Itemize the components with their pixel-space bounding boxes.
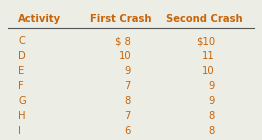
Text: $ 8: $ 8 xyxy=(115,36,131,46)
Text: I: I xyxy=(18,126,21,136)
Text: Second Crash: Second Crash xyxy=(166,14,243,24)
Text: D: D xyxy=(18,51,26,61)
Text: 6: 6 xyxy=(125,126,131,136)
Text: First Crash: First Crash xyxy=(90,14,151,24)
Text: Activity: Activity xyxy=(18,14,62,24)
Text: 7: 7 xyxy=(125,81,131,91)
Text: C: C xyxy=(18,36,25,46)
Text: 11: 11 xyxy=(202,51,215,61)
Text: G: G xyxy=(18,96,26,106)
Text: 8: 8 xyxy=(125,96,131,106)
Text: 8: 8 xyxy=(209,111,215,121)
Text: $10: $10 xyxy=(196,36,215,46)
Text: 8: 8 xyxy=(209,126,215,136)
Text: 9: 9 xyxy=(209,81,215,91)
Text: 7: 7 xyxy=(125,111,131,121)
Text: 10: 10 xyxy=(118,51,131,61)
Text: H: H xyxy=(18,111,26,121)
Text: 9: 9 xyxy=(125,66,131,76)
Text: 9: 9 xyxy=(209,96,215,106)
Text: 10: 10 xyxy=(202,66,215,76)
Text: E: E xyxy=(18,66,25,76)
Text: F: F xyxy=(18,81,24,91)
